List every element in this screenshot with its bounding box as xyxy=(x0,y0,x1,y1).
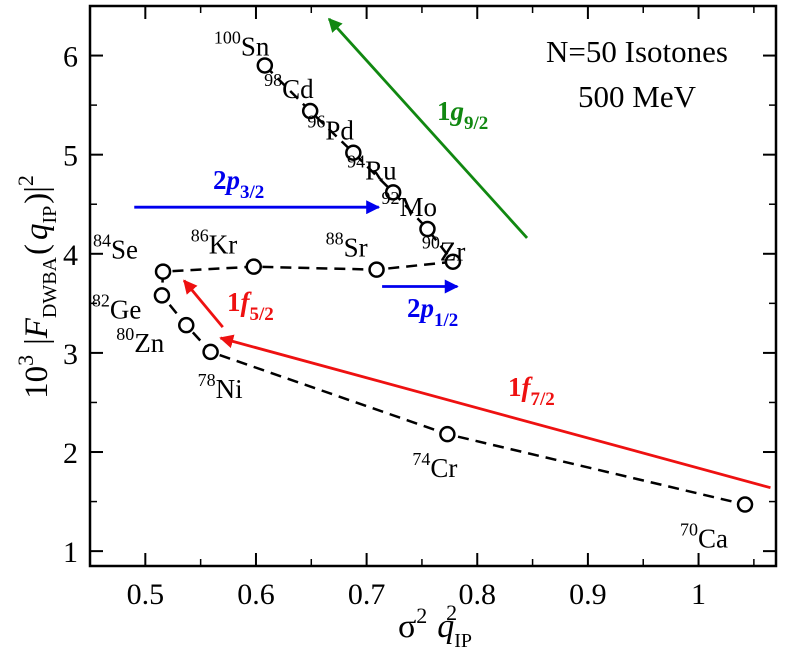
isotope-label-ru: 94Ru xyxy=(347,151,397,185)
data-point-ru xyxy=(384,184,402,201)
dashed-series-line xyxy=(162,260,454,273)
y-axis-label: 103|FDWBA(qIP)|2 xyxy=(13,175,61,399)
plot-frame xyxy=(88,4,778,568)
isotope-label-zn: 80Zn xyxy=(116,324,164,358)
isotope-label-cd: 98Cd xyxy=(264,70,314,104)
isotope-label-sn: 100Sn xyxy=(214,27,270,61)
y-tick-label: 1 xyxy=(63,536,78,569)
label-1g92: 1g9/2 xyxy=(437,96,488,134)
isotope-label-ge: 82Ge xyxy=(92,290,141,324)
isotope-label-mo: 92Mo xyxy=(381,188,437,222)
x-tick-label: 0.8 xyxy=(459,578,497,611)
x-tick-label: 0.6 xyxy=(237,578,275,611)
label-1f52: 1f5/2 xyxy=(227,287,274,325)
data-point-kr xyxy=(245,258,263,275)
y-tick-label: 5 xyxy=(63,140,78,173)
axis-ticks: 0.5 0.6 0.7 0.8 0.9 1 1 2 3 4 5 6 xyxy=(63,6,776,611)
label-2p32: 2p3/2 xyxy=(213,165,264,203)
isotope-label-se: 84Se xyxy=(93,231,138,265)
x-tick-label: 0.9 xyxy=(569,578,607,611)
data-point-se xyxy=(154,263,172,280)
arrow-1f52 xyxy=(182,279,224,329)
data-point-ge xyxy=(153,287,171,304)
label-1f72: 1f7/2 xyxy=(508,372,555,410)
x-tick-label: 0.5 xyxy=(127,578,165,611)
isotope-label-ca: 70Ca xyxy=(680,520,728,554)
isotope-label-cr: 74Cr xyxy=(412,449,457,483)
data-point-cr xyxy=(439,425,456,443)
data-point-sr xyxy=(368,261,385,278)
y-tick-label: 4 xyxy=(63,239,78,272)
data-point-zr xyxy=(444,253,462,270)
x-tick-label: 0.7 xyxy=(348,578,386,611)
isotope-label-pd: 96Pd xyxy=(307,112,354,146)
data-point-pd xyxy=(345,144,362,161)
isotope-label-ni: 78Ni xyxy=(198,370,243,404)
data-point-mo xyxy=(419,220,436,238)
isotope-label-sr: 88Sr xyxy=(326,229,368,263)
arrow-1g92 xyxy=(327,17,529,239)
data-point-ca xyxy=(736,496,754,513)
data-point-zn xyxy=(178,316,195,334)
label-2p12: 2p1/2 xyxy=(407,293,458,331)
isotope-label-zr: 90Zr xyxy=(422,233,465,267)
data-point-ni xyxy=(202,343,219,361)
isotope-label-kr: 86Kr xyxy=(191,226,238,260)
chart-subtitle: 500 MeV xyxy=(578,79,697,114)
y-tick-label: 6 xyxy=(63,41,78,74)
y-tick-label: 2 xyxy=(63,437,78,470)
orbital-arrows xyxy=(134,17,771,490)
x-tick-label: 1 xyxy=(691,578,706,611)
data-point-sn xyxy=(256,57,274,74)
data-point-cd xyxy=(301,102,319,120)
chart-title: N=50 Isotones xyxy=(546,34,728,69)
data-series xyxy=(153,57,754,513)
arrow-1f72 xyxy=(219,334,771,490)
x-axis-label: σ2 qIP2 xyxy=(398,600,472,652)
y-tick-label: 3 xyxy=(63,338,78,371)
